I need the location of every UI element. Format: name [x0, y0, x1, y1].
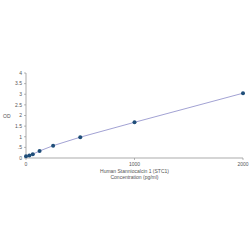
y-tick-label: 3 [19, 91, 22, 97]
y-tick-label: 2.5 [15, 102, 22, 108]
y-tick-label: 1 [19, 134, 22, 140]
y-tick-label: 4 [19, 70, 22, 76]
x-tick [134, 158, 135, 160]
y-tick-label: 0 [19, 155, 22, 161]
x-tick-label: 0 [25, 161, 28, 167]
x-tick-label: 2000 [237, 161, 248, 167]
y-tick [24, 115, 26, 116]
x-tick-label: 1000 [129, 161, 140, 167]
y-tick [24, 126, 26, 127]
x-axis-label: Concentration (pg/ml) [110, 174, 158, 180]
y-tick [24, 104, 26, 105]
y-tick-label: 3.5 [15, 80, 22, 86]
data-point [241, 91, 245, 95]
fit-line [26, 93, 243, 156]
x-tick [243, 158, 244, 160]
data-point [38, 149, 42, 153]
y-tick-label: .5 [18, 144, 22, 150]
y-tick [24, 83, 26, 84]
y-axis-label: OD [3, 113, 11, 119]
data-point [31, 152, 35, 156]
y-tick [24, 147, 26, 148]
y-tick [24, 94, 26, 95]
chart: 0.511.522.533.54010002000ODHuman Stannio… [0, 0, 250, 250]
data-point [78, 135, 82, 139]
plot-area [24, 91, 245, 158]
data-point [133, 120, 137, 124]
y-tick-label: 2 [19, 112, 22, 118]
y-tick [24, 136, 26, 137]
y-tick [24, 73, 26, 74]
data-point [51, 144, 55, 148]
data-point [24, 154, 28, 158]
y-tick-label: 1.5 [15, 123, 22, 129]
